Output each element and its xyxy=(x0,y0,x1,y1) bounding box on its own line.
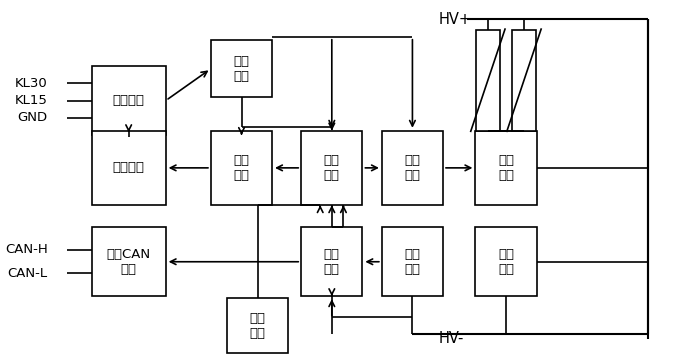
Text: 隔离CAN
电路: 隔离CAN 电路 xyxy=(107,248,151,276)
Text: 输入电路: 输入电路 xyxy=(113,94,144,107)
Bar xyxy=(475,131,537,205)
Bar xyxy=(476,30,500,131)
Text: 下电保持: 下电保持 xyxy=(113,161,144,174)
Bar xyxy=(382,131,443,205)
Text: 驱动
电路: 驱动 电路 xyxy=(404,154,421,182)
Text: 电压
采样: 电压 采样 xyxy=(498,248,514,276)
Text: 隔离
控制: 隔离 控制 xyxy=(234,154,250,182)
Bar xyxy=(301,131,362,205)
Text: 电流
采样: 电流 采样 xyxy=(404,248,421,276)
Bar xyxy=(92,227,166,296)
Text: 信号
处理: 信号 处理 xyxy=(324,248,340,276)
Text: 辅助
电源: 辅助 电源 xyxy=(234,55,250,83)
Bar xyxy=(92,66,166,135)
Text: 温度
采集: 温度 采集 xyxy=(250,312,266,340)
Text: HV-: HV- xyxy=(438,331,464,346)
Text: 控制
电路: 控制 电路 xyxy=(324,154,340,182)
Text: KL15: KL15 xyxy=(15,94,48,107)
Bar xyxy=(211,40,272,97)
Bar xyxy=(211,131,272,205)
Text: 功率
电路: 功率 电路 xyxy=(498,154,514,182)
Text: HV+: HV+ xyxy=(438,12,471,27)
Bar xyxy=(512,30,536,131)
Bar xyxy=(382,227,443,296)
Bar xyxy=(301,227,362,296)
Bar xyxy=(227,298,288,353)
Bar xyxy=(92,131,166,205)
Bar xyxy=(475,227,537,296)
Text: GND: GND xyxy=(18,111,48,124)
Text: KL30: KL30 xyxy=(15,77,48,90)
Text: CAN-H: CAN-H xyxy=(5,243,48,256)
Text: CAN-L: CAN-L xyxy=(7,267,48,280)
